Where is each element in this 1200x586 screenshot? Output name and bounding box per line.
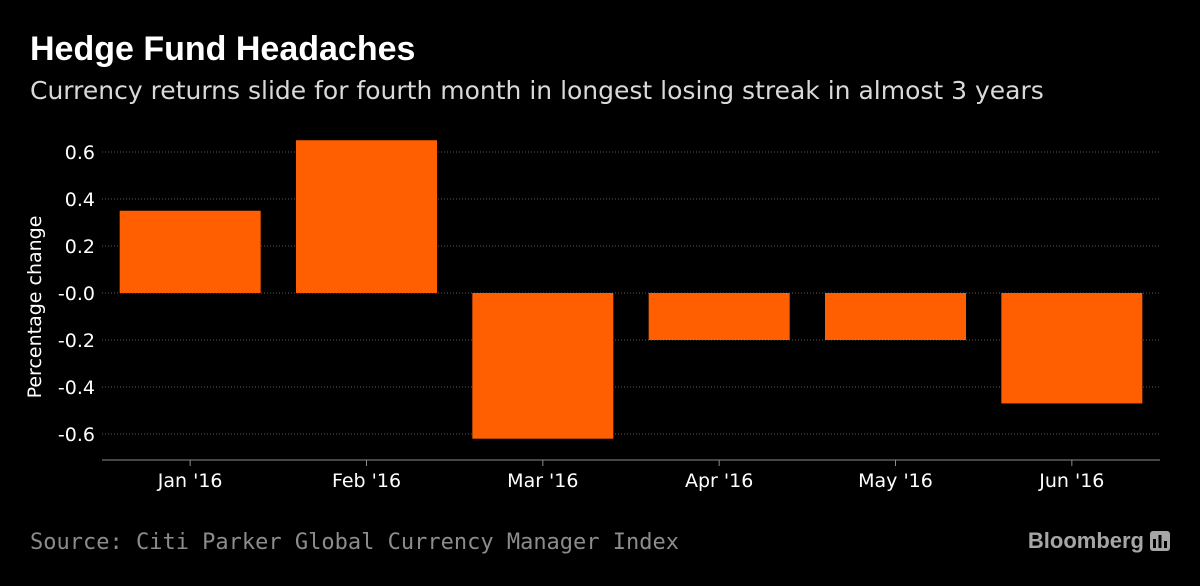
bar <box>296 140 437 293</box>
bar <box>472 293 614 439</box>
x-tick-label: Apr '16 <box>685 470 753 492</box>
y-axis-label: Percentage change <box>24 216 46 399</box>
bar <box>648 293 790 340</box>
brand-logo: Bloomberg <box>1028 528 1170 554</box>
y-tick-label: 0.2 <box>65 236 95 258</box>
x-tick-label: Feb '16 <box>332 470 401 492</box>
brand-name: Bloomberg <box>1027 528 1144 553</box>
bar <box>119 210 261 293</box>
axes: 0.6 0.4 0.2 -0.0 -0.2 -0.4 -0.6 Jan '16 Feb '16 M… <box>58 142 1160 492</box>
y-tick-label: -0.4 <box>58 377 95 399</box>
grid-lines <box>102 151 1160 435</box>
bar-chart-icon <box>1150 531 1170 551</box>
y-tick-label: 0.4 <box>65 189 95 211</box>
chart-title: Hedge Fund Headaches <box>30 30 416 68</box>
chart-subtitle: Currency returns slide for fourth month … <box>30 76 1044 105</box>
x-tick-label: Jan '16 <box>157 470 223 492</box>
x-tick-label: Mar '16 <box>507 470 578 492</box>
y-tick-label: 0.6 <box>65 142 95 164</box>
y-tick-label: -0.2 <box>58 330 95 352</box>
bar <box>825 293 966 340</box>
source-note: Source: Citi Parker Global Currency Mana… <box>30 530 680 555</box>
x-tick-label: May '16 <box>858 470 933 492</box>
x-tick-label: Jun '16 <box>1038 470 1104 492</box>
y-tick-label: -0.0 <box>58 283 95 305</box>
bar <box>1001 293 1143 404</box>
y-tick-label: -0.6 <box>58 424 95 446</box>
bars <box>119 140 1143 439</box>
